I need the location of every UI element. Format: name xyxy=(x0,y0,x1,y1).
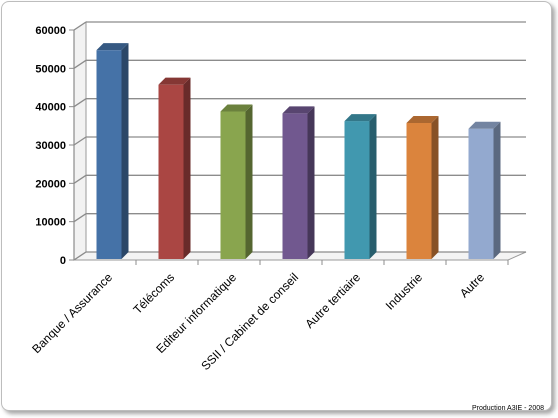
gridline-side xyxy=(73,251,87,261)
gridline-side xyxy=(73,59,87,69)
bar xyxy=(158,77,191,260)
production-credit: Production A3IE - 2008 xyxy=(472,405,544,412)
y-tick-label: 20000 xyxy=(35,178,66,190)
x-tick-label: Autre tertiaire xyxy=(302,270,363,331)
gridline-side xyxy=(73,213,87,223)
gridline-side xyxy=(73,136,87,146)
bar xyxy=(344,114,377,259)
y-tick-label: 30000 xyxy=(35,140,66,152)
y-tick-label: 40000 xyxy=(35,102,66,114)
y-tick-label: 50000 xyxy=(35,63,66,75)
gridline-side xyxy=(73,98,87,108)
y-tick-label: 60000 xyxy=(35,25,66,37)
y-tick-label: 0 xyxy=(60,255,66,267)
bar xyxy=(468,121,501,259)
gridline-side xyxy=(73,21,87,31)
x-tick-label: Banque / Assurance xyxy=(29,270,115,356)
bar xyxy=(406,116,439,259)
gridline-side xyxy=(73,174,87,184)
bar xyxy=(220,104,253,259)
x-tick-label: Télécoms xyxy=(130,270,177,317)
bar xyxy=(282,106,315,260)
x-tick-label: Industrie xyxy=(383,270,426,313)
y-tick-label: 10000 xyxy=(35,217,66,229)
bar xyxy=(96,43,129,259)
x-tick-label: Autre xyxy=(457,270,487,300)
